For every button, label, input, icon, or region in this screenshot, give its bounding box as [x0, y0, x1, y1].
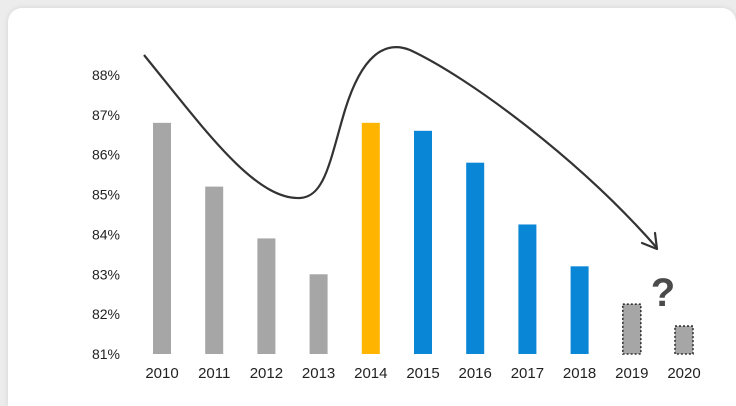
y-axis: 81% 82% 83% 84% 85% 86% 87% 88%	[92, 67, 120, 362]
trend-line	[143, 46, 658, 249]
x-tick-label: 2020	[667, 365, 700, 382]
x-tick-label: 2011	[198, 365, 230, 382]
x-tick-label: 2019	[615, 365, 648, 382]
bar-2017	[518, 224, 537, 354]
trend-arrowhead	[640, 231, 659, 251]
y-tick-label: 86%	[92, 147, 120, 163]
bar-2016	[466, 162, 485, 354]
x-tick-label: 2012	[250, 365, 283, 382]
x-tick-label: 2018	[563, 365, 596, 382]
x-axis: 2010 2011 2012 2013 2014 2015 2016 2017 2018 2019…	[145, 365, 700, 382]
bar-2012	[257, 238, 276, 354]
x-tick-label: 2014	[354, 365, 387, 382]
x-tick-label: 2017	[511, 365, 544, 382]
y-tick-label: 81%	[92, 346, 120, 362]
y-tick-label: 87%	[92, 107, 120, 123]
x-tick-label: 2016	[459, 365, 492, 382]
x-tick-label: 2013	[302, 365, 335, 382]
bar-2020	[674, 325, 694, 355]
bars-group	[153, 122, 694, 355]
bar-2013	[309, 274, 328, 354]
y-tick-label: 85%	[92, 187, 120, 203]
bar-2015	[414, 130, 432, 354]
x-tick-label: 2010	[145, 365, 178, 382]
bar-2011	[205, 186, 224, 354]
y-tick-label: 88%	[92, 67, 120, 83]
bar-2014	[361, 122, 380, 354]
y-tick-label: 82%	[92, 306, 120, 322]
bar-2019	[621, 303, 642, 355]
x-tick-label: 2015	[406, 365, 439, 382]
bar-2018	[570, 266, 589, 354]
y-tick-label: 84%	[92, 226, 120, 242]
bar-2010	[153, 122, 171, 354]
y-tick-label: 83%	[92, 266, 120, 282]
question-mark: ?	[651, 271, 675, 315]
